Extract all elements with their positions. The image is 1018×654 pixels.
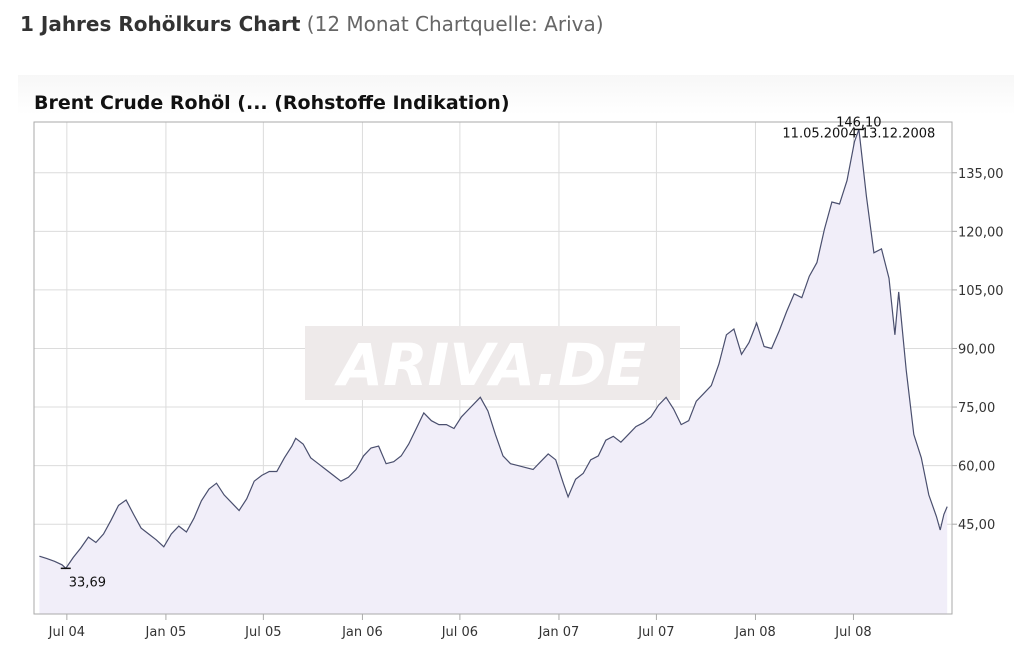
x-tick-label: Jan 06 (341, 625, 383, 640)
x-tick-label: Jan 05 (145, 625, 187, 640)
y-axis-ticks: 45,00 60,00 75,00 90,00 105,00 120,00 135,00 (952, 167, 1004, 533)
heading-main: 1 Jahres Rohölkurs Chart (20, 12, 301, 36)
x-tick-label: Jul 05 (244, 625, 281, 640)
y-tick-label: 75,00 (958, 401, 995, 416)
range-end-label: 13.12.2008 (861, 126, 935, 141)
page-heading: 1 Jahres Rohölkurs Chart (12 Monat Chart… (20, 12, 604, 36)
y-tick-label: 45,00 (958, 518, 995, 533)
x-tick-label: Jul 07 (637, 625, 674, 640)
plot-frame (33, 121, 953, 615)
watermark: ARIVA.DE (305, 326, 680, 400)
y-tick-label: 120,00 (958, 225, 1004, 240)
range-start-label: 11.05.2004 (782, 126, 856, 141)
y-tick-label: 105,00 (958, 284, 1004, 299)
x-axis-ticks: Jul 04 Jan 05 Jul 05 Jan 06 Jul 06 Jan 07 Jul … (48, 614, 872, 640)
y-tick-label: 60,00 (958, 460, 995, 475)
x-tick-label: Jan 08 (734, 625, 776, 640)
chart-title: Brent Crude Rohöl (... (Rohstoffe Indika… (34, 92, 510, 114)
y-tick-label: 135,00 (958, 167, 1004, 182)
x-tick-label: Jul 08 (834, 625, 871, 640)
x-tick-label: Jul 06 (441, 625, 478, 640)
x-tick-label: Jan 07 (538, 625, 580, 640)
max-value-label: 146,10 (836, 115, 882, 130)
watermark-box (305, 326, 680, 400)
min-value-label: 33,69 (69, 575, 106, 590)
price-area (39, 129, 948, 614)
y-tick-label: 90,00 (958, 342, 995, 357)
x-tick-label: Jul 04 (48, 625, 85, 640)
watermark-text: ARIVA.DE (334, 331, 646, 399)
heading-subtitle: (12 Monat Chartquelle: Ariva) (306, 12, 604, 36)
axes (33, 121, 953, 615)
price-line (39, 129, 948, 570)
